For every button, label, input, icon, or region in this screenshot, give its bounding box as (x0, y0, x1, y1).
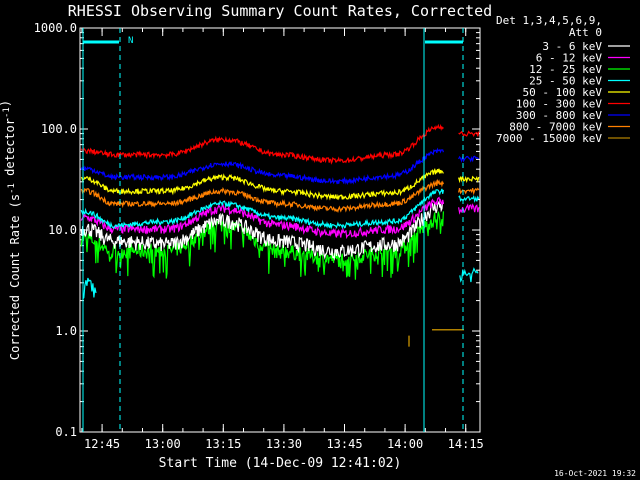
series-line-25-50keV (80, 188, 444, 230)
y-axis-label-part: detector (3, 118, 17, 183)
y-axis-label-part: ) (0, 100, 12, 107)
legend-entry-label: 12 - 25 keV (529, 63, 602, 76)
series-line-6-12keV (80, 196, 444, 240)
legend-header: Att 0 (569, 26, 602, 39)
x-tick-label: 12:45 (84, 437, 120, 451)
series-line-tail (458, 130, 480, 138)
y-tick-label: 100.0 (41, 122, 77, 136)
y-tick-label: 0.1 (55, 425, 77, 439)
footer-timestamp: 16-Oct-2021 19:32 (554, 469, 636, 478)
y-axis-label: Corrected Count Rate (s-1 detector-1) (0, 100, 22, 360)
series-line-100-300keV (80, 123, 444, 165)
y-axis-label-text: Corrected Count Rate (s-1 detector-1) (0, 100, 22, 360)
series-line-tail (458, 155, 480, 163)
series-line-12-25keV (80, 211, 444, 280)
series-line-tail (458, 195, 480, 203)
legend-entry-label: 300 - 800 keV (516, 109, 602, 122)
y-tick-label: 10.0 (48, 223, 77, 237)
y-axis-label-part: Corrected Count Rate (s (8, 194, 22, 360)
legend-entry-label: 6 - 12 keV (536, 52, 603, 65)
x-tick-label: 13:15 (205, 437, 241, 451)
series-line-tail (458, 175, 480, 184)
x-tick-label: 13:00 (145, 437, 181, 451)
tick-labels: 12:45 13:00 13:15 13:30 13:45 14:00 14:15 0.1 1.… (34, 21, 484, 451)
series-line-cyan-low (82, 277, 97, 300)
legend-entry-label: 3 - 6 keV (542, 40, 602, 53)
legend-entry-label: 25 - 50 keV (529, 75, 602, 88)
series-line-cyan-low (459, 267, 479, 283)
legend-entry-label: 100 - 300 keV (516, 98, 602, 111)
x-tick-label: 14:00 (387, 437, 423, 451)
series-line-800-7000keV (80, 178, 444, 214)
series-line-3-6keV (80, 200, 444, 261)
series-line-300-800keV (80, 147, 444, 186)
y-tick-label: 1000.0 (34, 21, 77, 35)
x-axis-label: Start Time (14-Dec-09 12:41:02) (159, 456, 402, 471)
legend-entry-label: 50 - 100 keV (523, 86, 603, 99)
attenuator-overlay: N (82, 28, 464, 432)
legend-entry-label: 7000 - 15000 keV (496, 132, 602, 145)
chart-title: RHESSI Observing Summary Count Rates, Co… (68, 2, 492, 20)
attenuator-marker: N (128, 36, 133, 46)
x-tick-label: 14:15 (448, 437, 484, 451)
y-axis-label-part: -1 (7, 183, 17, 194)
legend-header: Det 1,3,4,5,6,9, (496, 14, 602, 27)
series-line-tail (458, 203, 480, 215)
series-layer (80, 123, 480, 347)
series-line-tail (458, 187, 480, 196)
series-line-50-100keV (80, 167, 444, 201)
y-tick-label: 1.0 (55, 324, 77, 338)
y-axis-label-part: -1 (2, 107, 12, 118)
legend-entry-label: 800 - 7000 keV (509, 121, 602, 134)
x-tick-label: 13:30 (266, 437, 302, 451)
x-tick-label: 13:45 (326, 437, 362, 451)
